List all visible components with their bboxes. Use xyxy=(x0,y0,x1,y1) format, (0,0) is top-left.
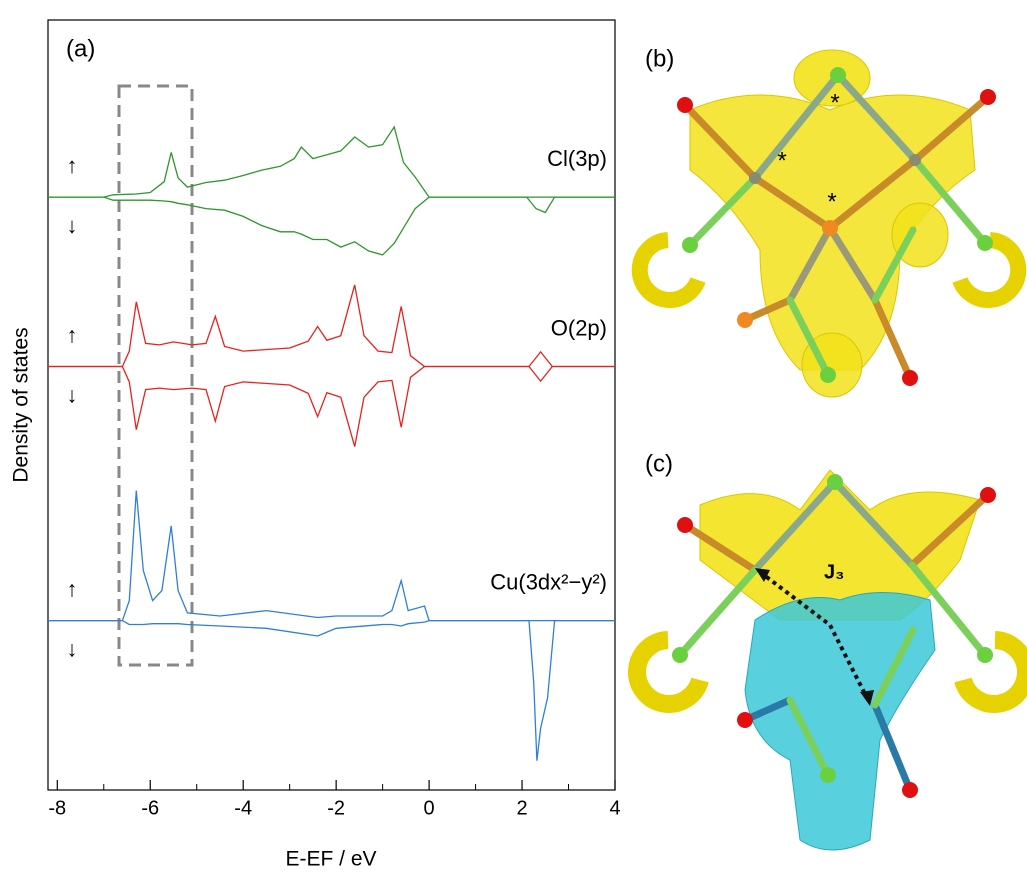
spin-down-label: ↓ xyxy=(67,636,78,661)
x-tick-label: -2 xyxy=(327,797,345,819)
x-tick-label: -8 xyxy=(48,797,66,819)
exchange-label: J₃ xyxy=(824,561,844,583)
panel-c-structure xyxy=(637,470,1026,850)
dos-up xyxy=(48,127,615,197)
x-tick-label: 0 xyxy=(424,797,435,819)
series-label: O(2p) xyxy=(551,315,607,340)
spin-down-label: ↓ xyxy=(67,213,78,238)
y-axis-label: Density of states xyxy=(10,327,33,482)
spin-down-label: ↓ xyxy=(67,382,78,407)
spin-up-label: ↑ xyxy=(67,153,78,178)
x-tick-label: -6 xyxy=(141,797,159,819)
dos-down xyxy=(48,367,615,447)
x-tick-label: 2 xyxy=(516,797,527,819)
highlight-box xyxy=(119,86,192,665)
panel-label: (c) xyxy=(645,450,673,477)
series-label: Cu(3dx²−y²) xyxy=(490,569,607,594)
dos-down xyxy=(48,621,615,761)
x-tick-label: -4 xyxy=(234,797,252,819)
dos-up xyxy=(48,491,615,621)
panel-label: (a) xyxy=(66,35,95,62)
figure: (a) E-EF / eV Density of states xyxy=(0,0,1027,881)
dos-up xyxy=(48,285,615,367)
panel-b-structure xyxy=(640,50,1019,397)
site-mark: * xyxy=(777,147,786,174)
dos-down xyxy=(48,197,615,255)
site-mark: * xyxy=(830,89,839,116)
x-tick-label: 4 xyxy=(609,797,620,819)
x-axis-label: E-EF / eV xyxy=(285,848,376,871)
panel-label: (b) xyxy=(645,45,674,72)
spin-up-label: ↑ xyxy=(67,322,78,347)
series-label: Cl(3p) xyxy=(547,146,607,171)
spin-up-label: ↑ xyxy=(67,576,78,601)
site-mark: * xyxy=(827,188,836,215)
